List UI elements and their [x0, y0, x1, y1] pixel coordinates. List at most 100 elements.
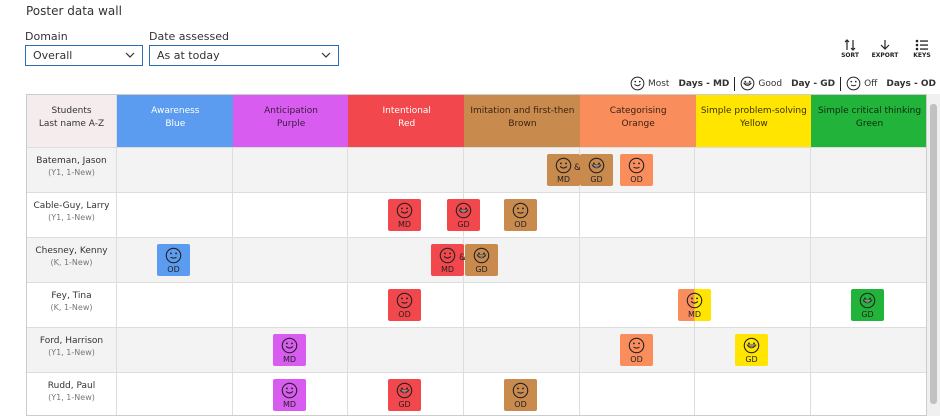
status-badge[interactable]: MD [678, 289, 711, 321]
grid-cell [117, 373, 233, 415]
domain-header: Intentional Red [348, 95, 466, 147]
grid-cell [464, 238, 580, 283]
legend-text: Days - OD [886, 78, 936, 89]
select[interactable]: Overall [25, 45, 143, 66]
grid-cell [348, 283, 465, 328]
joiner: & [574, 163, 582, 173]
grid-cell [696, 148, 812, 193]
domain-color: Yellow [739, 119, 768, 129]
student-detail: (K, 1-New) [50, 303, 93, 312]
student-cell: Chesney, Kenny (K, 1-New) [27, 238, 117, 283]
smiley [281, 382, 298, 399]
status-badge[interactable]: MD [547, 154, 580, 186]
status-badge[interactable]: GD [735, 334, 768, 366]
badge-label: OD [167, 265, 180, 274]
grid-cell [348, 328, 465, 373]
grid-cell [348, 148, 465, 193]
status-badge[interactable]: OD [504, 199, 537, 231]
smiley [439, 247, 456, 264]
smiley [396, 292, 413, 309]
domain-name: Imitation and first-then [470, 106, 575, 116]
domain-color: Brown [508, 119, 537, 129]
badge-label: OD [514, 400, 527, 409]
grid-cell [117, 238, 233, 283]
smiley [165, 247, 182, 264]
grid-cell [233, 283, 349, 328]
data-table: Students Last name A-Z Awareness Blue Antici… [26, 94, 927, 416]
badge-label: MD [440, 265, 455, 274]
scrollbar[interactable] [927, 94, 940, 416]
smiley [743, 337, 760, 354]
badge-label: MD [282, 400, 297, 409]
status-badge[interactable]: GD [447, 199, 480, 231]
filter-label: Date assessed [149, 30, 229, 43]
domain-color: Orange [621, 119, 655, 129]
smiley [859, 292, 876, 309]
status-badge[interactable]: OD [504, 379, 537, 411]
student-name: Ford, Harrison [39, 336, 104, 346]
grid-cell [233, 148, 349, 193]
table-row: Rudd, Paul (Y1, 1-New) MD GD OD [27, 372, 926, 415]
domain-color: Green [855, 119, 884, 129]
status-badge[interactable]: MD [388, 199, 421, 231]
toolbar-button[interactable]: Export [870, 36, 900, 59]
legend-word: Most [647, 78, 670, 89]
grid-cell [696, 328, 812, 373]
status-badge[interactable]: OD [620, 154, 653, 186]
status-badge[interactable]: GD [465, 244, 498, 276]
domain-color: Blue [165, 119, 186, 129]
legend-word: Off [864, 78, 878, 89]
status-badge[interactable]: GD [388, 379, 421, 411]
grid-cell [811, 328, 926, 373]
page-title: Poster data wall [26, 4, 122, 18]
domain-color: Purple [276, 119, 306, 129]
grid-cell [696, 193, 812, 238]
badge-label: MD [556, 175, 571, 184]
status-badge[interactable]: MD [273, 379, 306, 411]
select[interactable]: As at today [149, 45, 339, 66]
smiley [555, 157, 572, 174]
status-badge[interactable]: OD [157, 244, 190, 276]
student-name: Cable-Guy, Larry [33, 201, 110, 211]
student-detail: (Y1, 1-New) [48, 348, 95, 357]
status-badge[interactable]: MD [431, 244, 464, 276]
grid-cell [811, 373, 926, 415]
student-cell: Cable-Guy, Larry (Y1, 1-New) [27, 193, 117, 238]
student-cell: Rudd, Paul (Y1, 1-New) [27, 373, 117, 415]
smiley [630, 76, 645, 91]
badge-label: MD [687, 310, 702, 319]
divider [734, 76, 736, 91]
legend-text: Days - MD [678, 78, 730, 89]
grid-cell [696, 373, 812, 415]
grid-cell [464, 328, 580, 373]
grid-cell [580, 148, 696, 193]
table-row: Bateman, Jason (Y1, 1-New) MD & GD OD [27, 147, 926, 193]
student-detail: (Y1, 1-New) [48, 168, 95, 177]
smiley [396, 202, 413, 219]
select-value: Overall [33, 49, 73, 62]
toolbar-button[interactable]: Keys [907, 36, 937, 59]
domain-name: Anticipation [264, 106, 318, 116]
grid-cell [117, 283, 233, 328]
status-badge[interactable]: MD [273, 334, 306, 366]
badge-label: MD [397, 220, 412, 229]
toolbar-button[interactable]: Sort [835, 36, 865, 59]
smiley [512, 202, 529, 219]
header-cell: Students Last name A-Z [27, 95, 117, 147]
smiley [628, 157, 645, 174]
smiley [396, 382, 413, 399]
status-badge[interactable]: GD [851, 289, 884, 321]
student-name: Chesney, Kenny [35, 246, 108, 256]
badge-label: GD [457, 220, 470, 229]
student-name: Fey, Tina [51, 291, 92, 301]
smiley [741, 76, 755, 91]
status-badge[interactable]: OD [620, 334, 653, 366]
domain-header: Simple problem-solving Yellow [695, 95, 813, 147]
status-badge[interactable]: GD [580, 154, 613, 186]
domain-header: Anticipation Purple [232, 95, 350, 147]
grid-cell [811, 193, 926, 238]
scroll-thumb[interactable] [930, 104, 937, 404]
badge-label: MD [282, 355, 297, 364]
status-badge[interactable]: OD [388, 289, 421, 321]
grid-cell [464, 373, 580, 415]
